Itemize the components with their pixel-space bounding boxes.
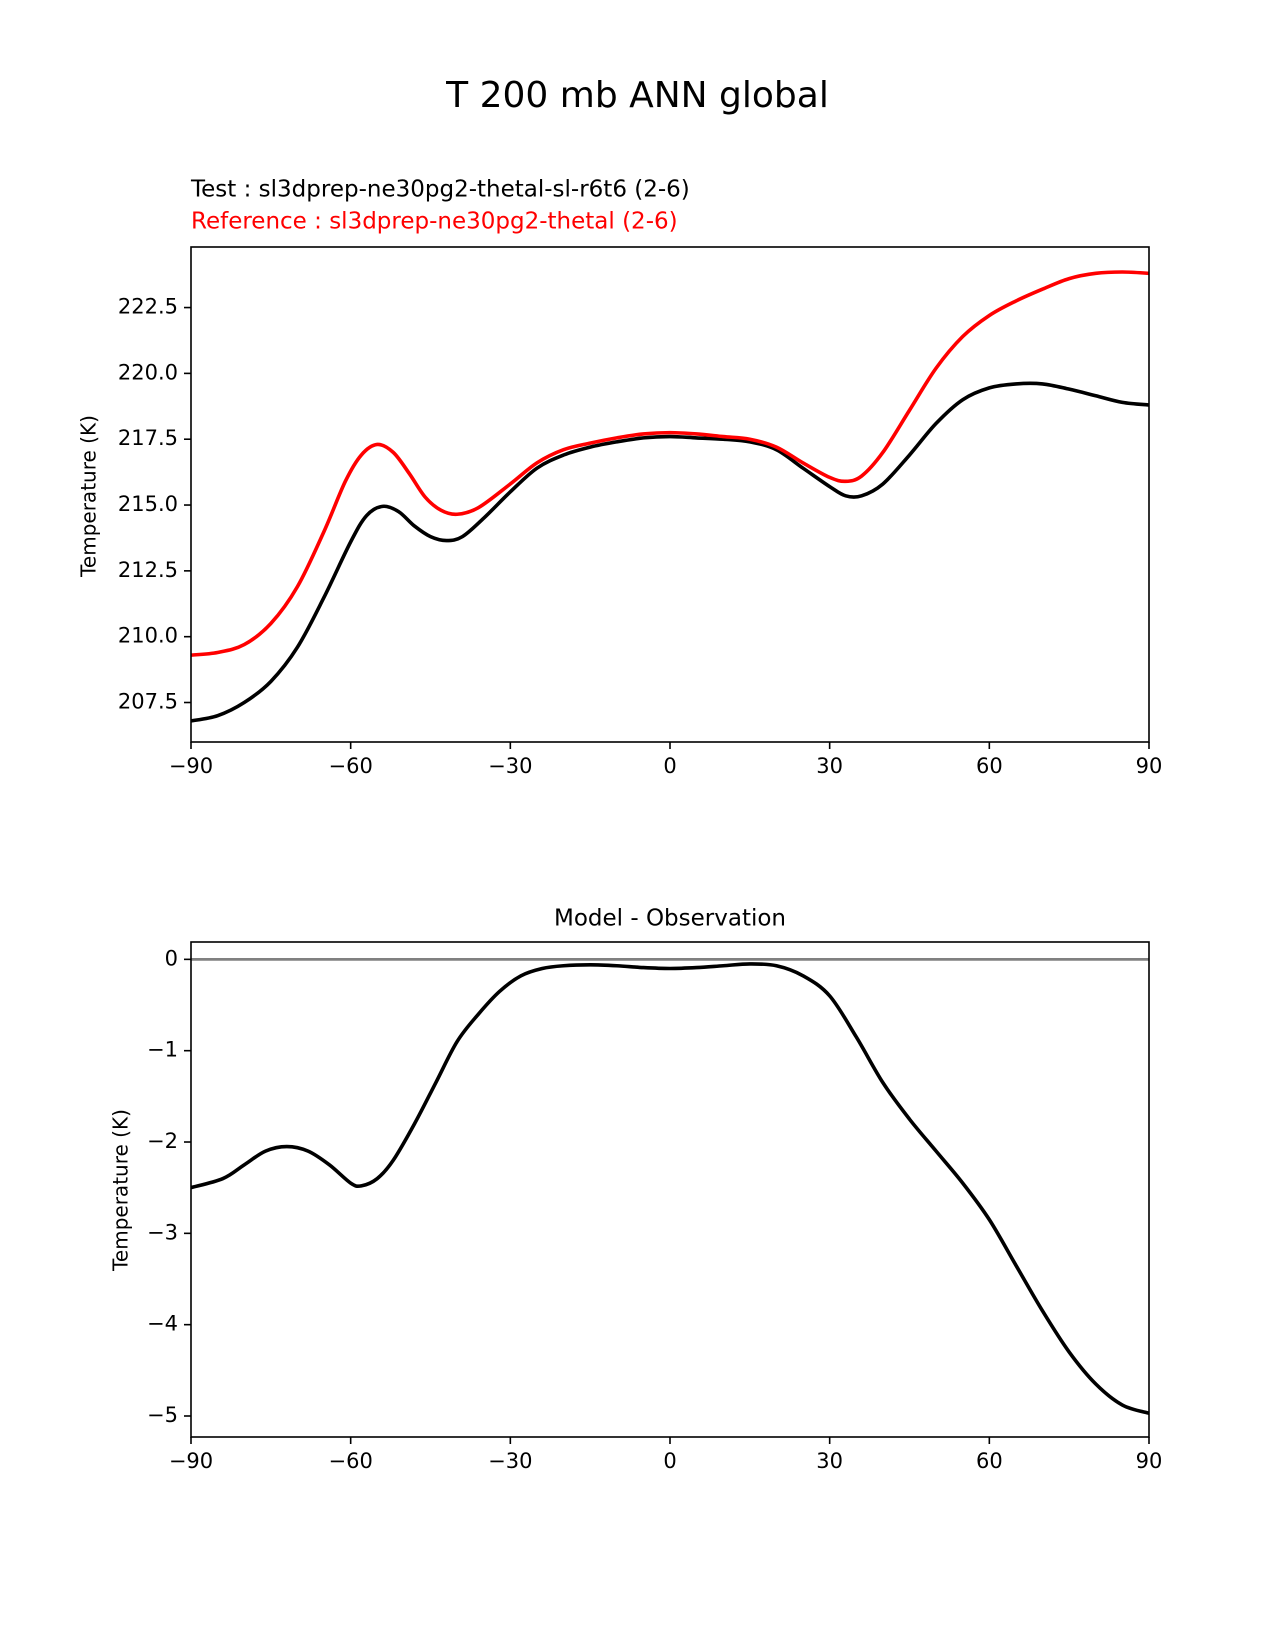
difference-series-line — [190, 962, 1150, 1415]
y-tick-label: 210.0 — [118, 624, 178, 648]
y-tick-label: 212.5 — [118, 558, 178, 582]
y-tick-label: 215.0 — [118, 492, 178, 516]
x-tick-label: 90 — [1136, 754, 1163, 778]
y-tick-label: −4 — [147, 1312, 178, 1336]
x-tick-label: 0 — [663, 754, 676, 778]
figure-title: T 200 mb ANN global — [445, 75, 829, 116]
bottom-panel-series — [190, 957, 1150, 1415]
y-tick-label: 207.5 — [118, 690, 178, 714]
x-tick-label: 0 — [663, 1449, 676, 1473]
x-tick-label: 30 — [816, 1449, 843, 1473]
x-tick-label: −90 — [169, 754, 213, 778]
y-tick-label: 217.5 — [118, 426, 178, 450]
y-tick-label: 222.5 — [118, 295, 178, 319]
y-tick-label: 0 — [165, 946, 178, 970]
bottom-panel-ylabel: Temperature (K) — [109, 1109, 133, 1272]
x-tick-label: 30 — [816, 754, 843, 778]
y-tick-label: −1 — [147, 1038, 178, 1062]
y-tick-label: 220.0 — [118, 360, 178, 384]
x-tick-label: −60 — [329, 1449, 373, 1473]
top-panel-ticks: −90 −60 −30 0 30 60 90 207.5 210.0 212.5 215.0 217.… — [118, 295, 1162, 778]
y-tick-label: −2 — [147, 1129, 178, 1153]
bottom-panel: Model - Observation −90 −60 −30 0 30 60 900−1−… — [109, 906, 1163, 1474]
top-panel-ylabel: Temperature (K) — [77, 415, 101, 578]
top-panel-frame — [190, 246, 1150, 743]
y-tick-label: −3 — [147, 1220, 178, 1244]
x-tick-label: 90 — [1136, 1449, 1163, 1473]
bottom-panel-frame — [190, 941, 1150, 1438]
test-series-line — [190, 381, 1150, 723]
x-tick-label: −30 — [488, 754, 532, 778]
reference-series-line — [190, 270, 1150, 657]
x-tick-label: 60 — [976, 754, 1003, 778]
top-panel: Test : sl3dprep-ne30pg2-thetal-sl-r6t6 (… — [77, 177, 1163, 779]
x-tick-label: 60 — [976, 1449, 1003, 1473]
bottom-panel-ticks: −90 −60 −30 0 30 60 90 0 −1 −2 −3 −4 −5 — [147, 946, 1162, 1473]
x-tick-label: −30 — [488, 1449, 532, 1473]
y-tick-label: −5 — [147, 1403, 178, 1427]
test-label: Test : sl3dprep-ne30pg2-thetal-sl-r6t6 (… — [190, 177, 690, 203]
bottom-panel-title: Model - Observation — [554, 906, 786, 932]
x-tick-label: −60 — [329, 754, 373, 778]
top-panel-series — [190, 270, 1150, 723]
reference-label: Reference : sl3dprep-ne30pg2-thetal (2-6… — [191, 209, 678, 235]
x-tick-label: −90 — [169, 1449, 213, 1473]
